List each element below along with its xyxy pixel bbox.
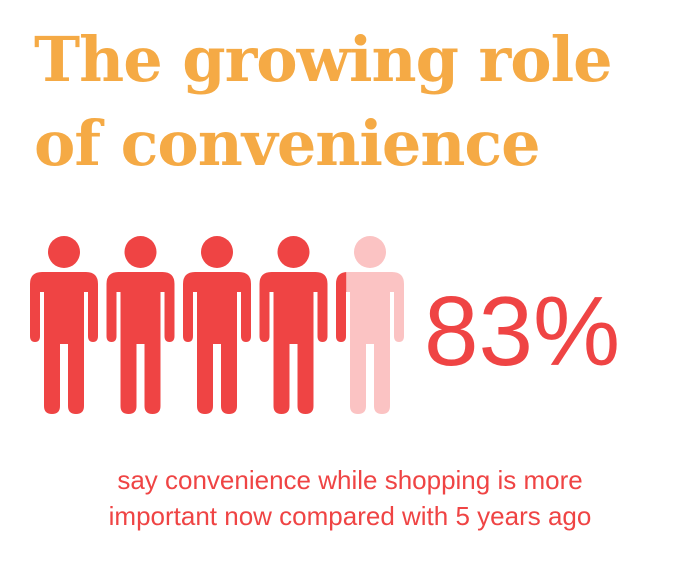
title-line-1: The growing role — [34, 23, 613, 96]
person-icon — [336, 236, 404, 414]
page-title: The growing role of convenience — [34, 18, 684, 186]
caption: say convenience while shopping is more i… — [0, 462, 700, 534]
person-icon — [183, 236, 251, 414]
person-icon — [259, 236, 328, 414]
percentage-value: 83% — [424, 276, 621, 386]
person-icon — [30, 236, 98, 414]
title-line-2: of convenience — [34, 107, 541, 180]
caption-line-2: important now compared with 5 years ago — [108, 501, 592, 531]
person-icon — [106, 236, 175, 414]
caption-line-1: say convenience while shopping is more — [117, 465, 583, 495]
